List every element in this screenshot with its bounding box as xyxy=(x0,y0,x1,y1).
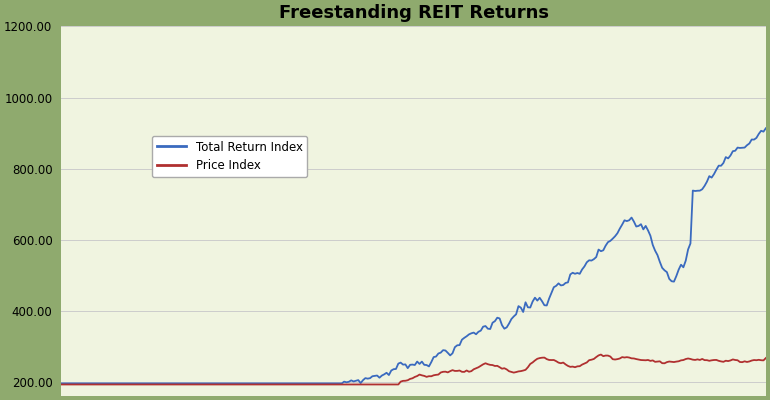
Total Return Index xyxy=(476,328,485,333)
Total Return Index xyxy=(57,381,66,386)
Total Return Index xyxy=(762,126,770,131)
Total Return Index xyxy=(651,248,660,253)
Total Return Index xyxy=(695,188,705,193)
Total Return Index xyxy=(474,330,483,334)
Price Index xyxy=(476,364,485,368)
Line: Price Index: Price Index xyxy=(62,354,766,384)
Price Index xyxy=(59,382,69,387)
Total Return Index xyxy=(488,320,497,325)
Price Index xyxy=(596,352,605,357)
Legend: Total Return Index, Price Index: Total Return Index, Price Index xyxy=(152,136,307,177)
Price Index xyxy=(762,356,770,360)
Total Return Index xyxy=(59,381,69,386)
Price Index xyxy=(488,363,497,368)
Price Index xyxy=(474,365,483,370)
Price Index xyxy=(698,356,707,361)
Line: Total Return Index: Total Return Index xyxy=(62,128,766,384)
Price Index xyxy=(57,382,66,387)
Title: Freestanding REIT Returns: Freestanding REIT Returns xyxy=(279,4,549,22)
Price Index xyxy=(653,359,662,364)
